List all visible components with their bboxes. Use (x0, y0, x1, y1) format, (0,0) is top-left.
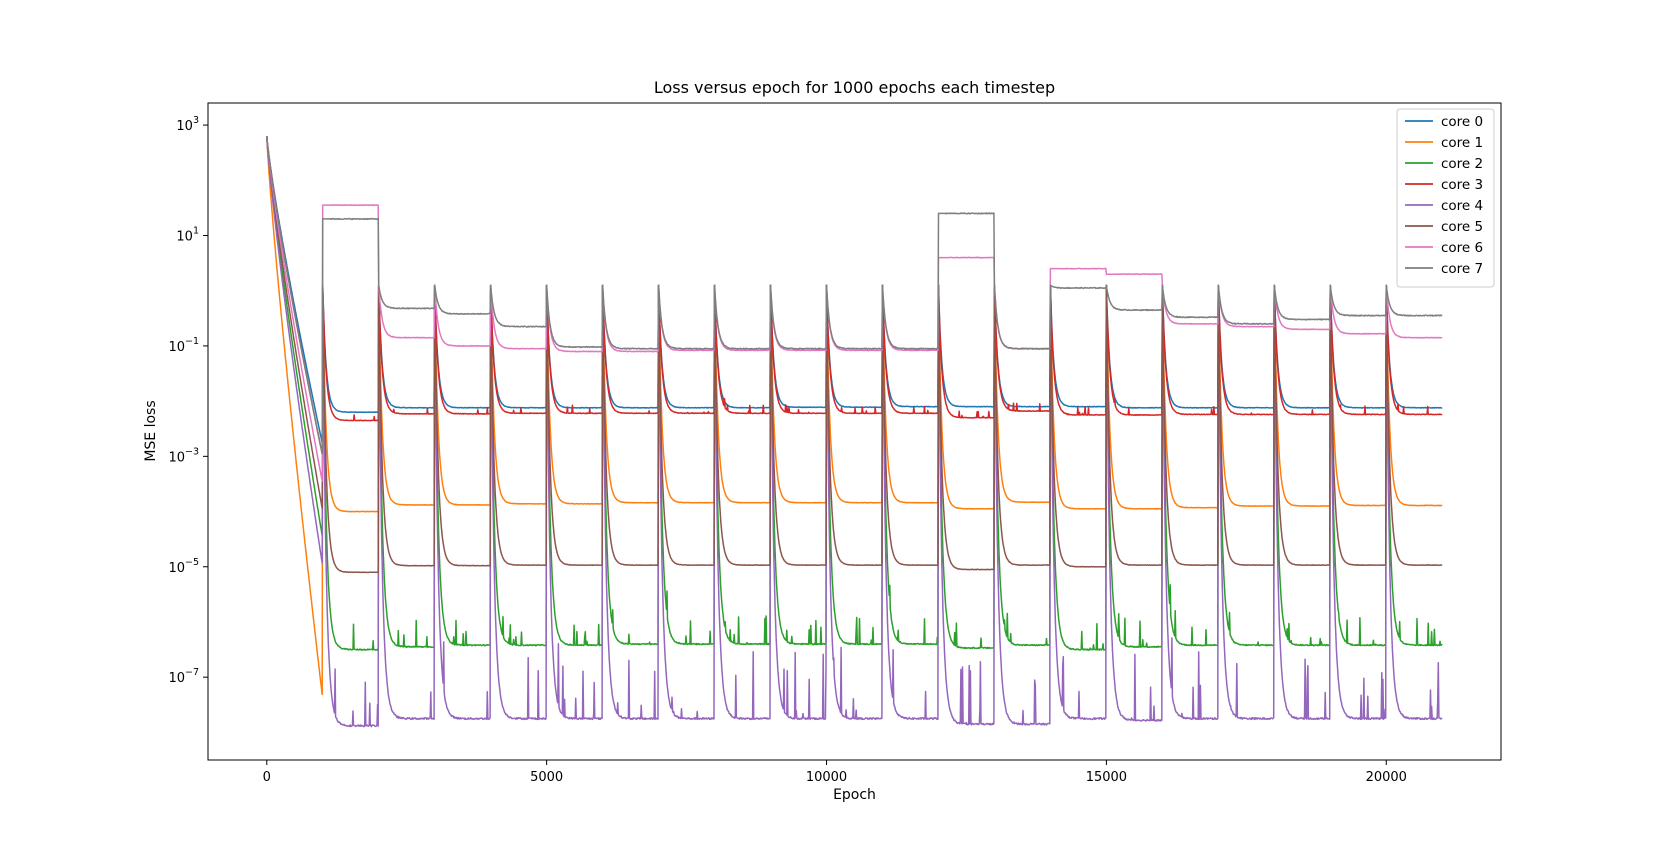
y-tick-label: 103 (176, 115, 199, 134)
y-tick-base: 10 (168, 561, 185, 576)
plot-frame (207, 102, 1502, 761)
legend-label: core 0 (1441, 114, 1483, 130)
y-tick-exponent: −5 (185, 557, 199, 568)
series-line-core-6 (266, 136, 1443, 482)
x-tick-label: 10000 (806, 770, 847, 785)
y-tick-label: 10−7 (168, 667, 199, 686)
y-tick-label: 10−1 (168, 336, 199, 355)
x-tick-label: 0 (263, 770, 271, 785)
legend-box (1396, 108, 1495, 288)
legend-label: core 1 (1441, 135, 1483, 151)
series-line-core-1 (266, 136, 1443, 696)
x-axis-label: Epoch (833, 787, 876, 803)
y-tick-label: 10−5 (168, 557, 199, 576)
x-tick-label: 5000 (530, 770, 563, 785)
legend-label: core 5 (1441, 219, 1483, 235)
legend-label: core 6 (1441, 240, 1483, 256)
y-axis-label: MSE loss (143, 400, 159, 461)
series-line-core-3 (266, 136, 1443, 455)
series-line-core-5 (266, 136, 1443, 574)
y-tick-exponent: −1 (185, 336, 199, 347)
y-tick-label: 10−3 (168, 446, 199, 465)
legend-label: core 2 (1441, 156, 1483, 172)
legend-label: core 7 (1441, 261, 1483, 277)
y-tick-exponent: −3 (185, 446, 199, 457)
y-tick-base: 10 (168, 450, 185, 465)
y-tick-base: 10 (168, 340, 185, 355)
y-tick-label: 101 (176, 226, 199, 245)
series-layer (266, 136, 1443, 728)
x-tick-label: 15000 (1086, 770, 1127, 785)
y-tick-exponent: −7 (185, 667, 199, 678)
series-line-core-7 (266, 136, 1443, 455)
x-axis-ticks: 0 5000 10000 15000 20000 (263, 760, 1407, 785)
series-line-core-2 (266, 136, 1443, 651)
series-line-core-0 (266, 136, 1443, 444)
legend-label: core 4 (1441, 198, 1483, 214)
legend-label: core 3 (1441, 177, 1483, 193)
y-tick-base: 10 (176, 230, 193, 245)
legend: core 0 core 1 core 2 core 3 core 4 core 5 core… (1396, 108, 1495, 288)
y-tick-base: 10 (176, 119, 193, 134)
y-tick-base: 10 (168, 671, 185, 686)
x-tick-label: 20000 (1366, 770, 1407, 785)
y-tick-exponent: 1 (193, 226, 199, 237)
chart-title: Loss versus epoch for 1000 epochs each t… (654, 78, 1055, 97)
series-line-core-4 (266, 136, 1443, 728)
y-tick-exponent: 3 (193, 115, 199, 126)
